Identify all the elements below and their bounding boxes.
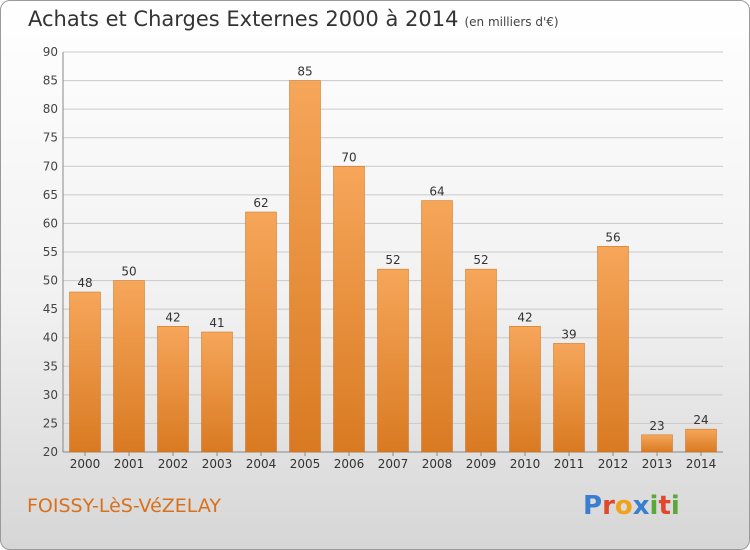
data-label: 56 bbox=[605, 230, 620, 244]
x-tick-label: 2001 bbox=[114, 457, 145, 471]
bar bbox=[201, 331, 233, 453]
bar bbox=[421, 200, 453, 453]
y-tick-label: 70 bbox=[43, 159, 58, 173]
bar bbox=[377, 268, 409, 453]
chart-title: Achats et Charges Externes 2000 à 2014 (e… bbox=[28, 7, 559, 31]
data-label: 23 bbox=[649, 419, 664, 433]
bar bbox=[69, 291, 101, 453]
y-tick-label: 80 bbox=[43, 102, 58, 116]
y-tick-label: 55 bbox=[43, 245, 58, 259]
bar bbox=[113, 280, 145, 453]
y-tick-label: 50 bbox=[43, 274, 58, 288]
bar bbox=[685, 428, 717, 453]
data-label: 41 bbox=[209, 316, 224, 330]
bar bbox=[509, 326, 541, 453]
logo-letter: i bbox=[670, 491, 680, 521]
proxiti-logo: Proxiti bbox=[583, 491, 680, 521]
data-label: 64 bbox=[429, 185, 444, 199]
bar bbox=[289, 80, 321, 453]
logo-letter: x bbox=[632, 491, 650, 521]
y-tick-label: 20 bbox=[43, 445, 58, 459]
x-tick-label: 2006 bbox=[334, 457, 365, 471]
bar bbox=[333, 166, 365, 453]
x-tick-label: 2005 bbox=[290, 457, 321, 471]
logo-letter: P bbox=[583, 491, 603, 521]
data-label: 42 bbox=[165, 310, 180, 324]
y-tick-label: 35 bbox=[43, 359, 58, 373]
y-tick-label: 25 bbox=[43, 416, 58, 430]
data-label: 62 bbox=[253, 196, 268, 210]
data-label: 24 bbox=[693, 413, 708, 427]
x-tick-label: 2010 bbox=[510, 457, 541, 471]
x-tick-label: 2013 bbox=[642, 457, 673, 471]
city-name: FOISSY-LèS-VéZELAY bbox=[27, 495, 221, 517]
x-tick-label: 2012 bbox=[598, 457, 629, 471]
bar bbox=[597, 246, 629, 453]
y-tick-label: 65 bbox=[43, 188, 58, 202]
y-tick-label: 30 bbox=[43, 388, 58, 402]
x-tick-label: 2011 bbox=[554, 457, 585, 471]
y-tick-label: 40 bbox=[43, 331, 58, 345]
bar bbox=[553, 343, 585, 453]
title-unit: (en milliers d'€) bbox=[464, 15, 559, 29]
x-tick-label: 2004 bbox=[246, 457, 277, 471]
logo-letter: o bbox=[614, 491, 633, 521]
y-tick-label: 85 bbox=[43, 74, 58, 88]
data-label: 85 bbox=[297, 65, 312, 79]
bar bbox=[641, 434, 673, 453]
data-label: 50 bbox=[121, 265, 136, 279]
logo-letter: i bbox=[649, 491, 659, 521]
logo-letter: t bbox=[658, 491, 671, 521]
x-tick-label: 2009 bbox=[466, 457, 497, 471]
data-label: 42 bbox=[517, 310, 532, 324]
data-label: 39 bbox=[561, 327, 576, 341]
title-text: Achats et Charges Externes 2000 à 2014 bbox=[28, 7, 459, 31]
y-tick-label: 90 bbox=[43, 45, 58, 59]
data-label: 52 bbox=[385, 253, 400, 267]
bar bbox=[157, 326, 189, 453]
data-label: 52 bbox=[473, 253, 488, 267]
data-label: 48 bbox=[77, 276, 92, 290]
bar bbox=[465, 268, 497, 453]
x-tick-label: 2007 bbox=[378, 457, 409, 471]
x-tick-label: 2014 bbox=[686, 457, 717, 471]
y-tick-label: 60 bbox=[43, 216, 58, 230]
x-tick-label: 2000 bbox=[70, 457, 101, 471]
y-tick-label: 75 bbox=[43, 131, 58, 145]
bar bbox=[245, 211, 277, 453]
y-tick-label: 45 bbox=[43, 302, 58, 316]
data-label: 70 bbox=[341, 150, 356, 164]
logo-letter: r bbox=[602, 491, 615, 521]
x-tick-label: 2002 bbox=[158, 457, 189, 471]
x-tick-label: 2003 bbox=[202, 457, 233, 471]
x-tick-label: 2008 bbox=[422, 457, 453, 471]
